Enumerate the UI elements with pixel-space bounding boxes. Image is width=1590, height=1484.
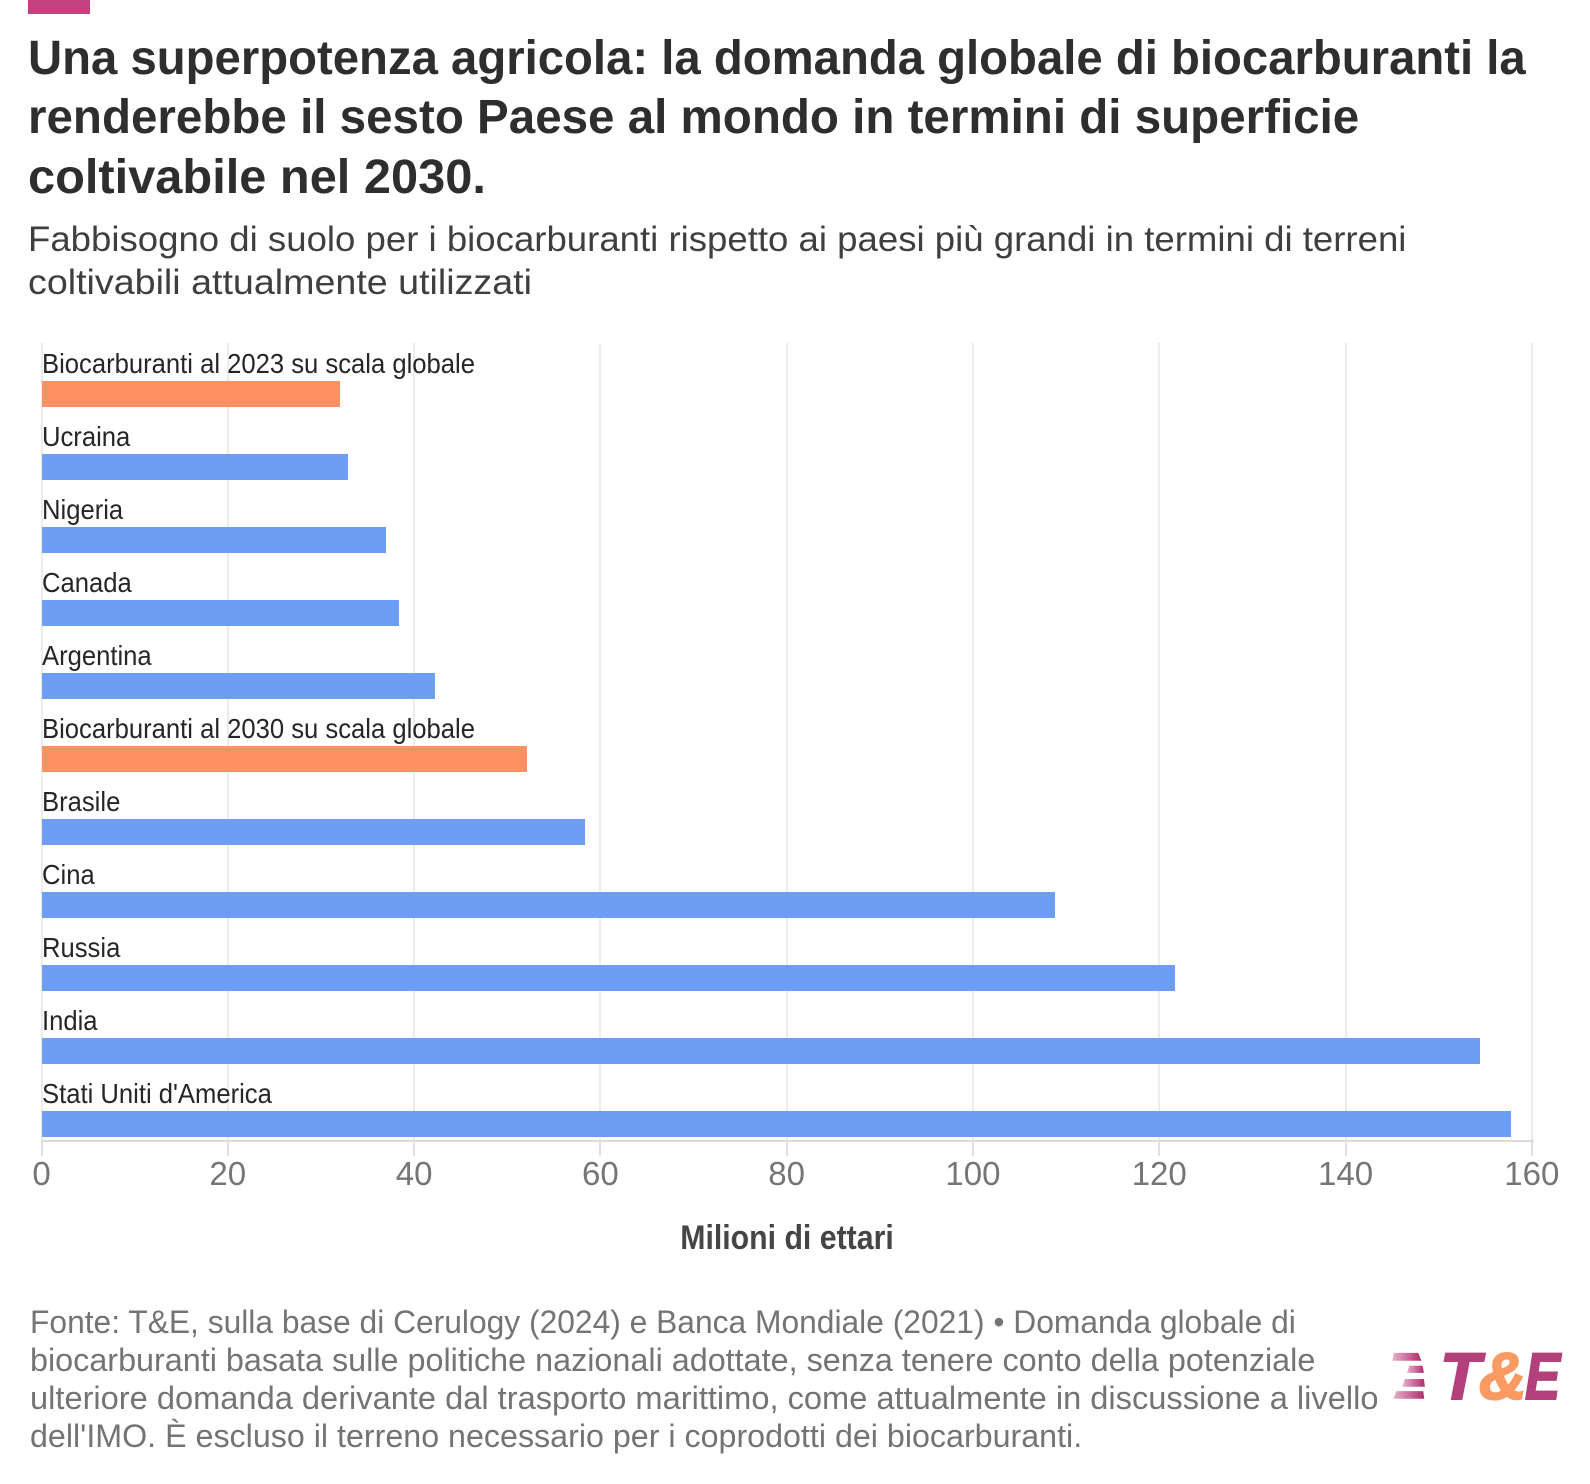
svg-text:&: & [1479,1348,1527,1406]
svg-text:E: E [1525,1348,1562,1406]
svg-text:T: T [1440,1348,1485,1406]
